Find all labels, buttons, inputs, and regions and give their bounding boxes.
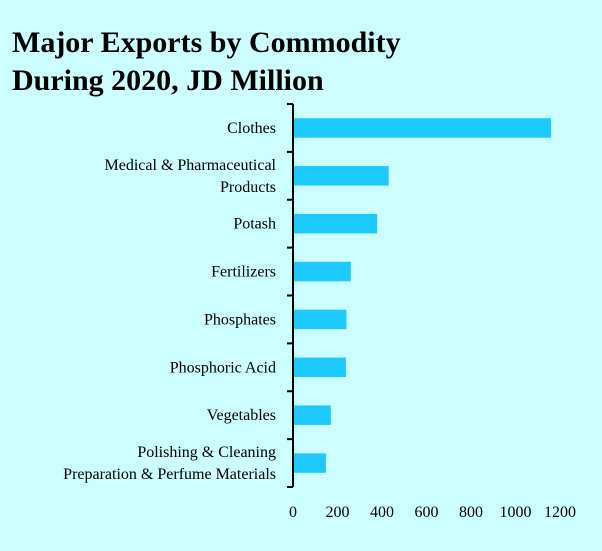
bar-6 bbox=[293, 405, 331, 425]
chart-title-line-2: During 2020, JD Million bbox=[12, 64, 324, 97]
x-tick-label-1: 200 bbox=[326, 504, 350, 521]
chart-title-line-1: Major Exports by Commodity bbox=[12, 26, 401, 59]
x-tick-labels-group: 0 200 400 600 800 1000 1200 bbox=[289, 504, 576, 521]
bar-2 bbox=[293, 213, 378, 234]
category-labels-group: Clothes Medical & Pharmaceutical Products P… bbox=[63, 120, 276, 483]
bar-1 bbox=[293, 166, 389, 186]
category-label-3-line-0: Fertilizers bbox=[211, 264, 276, 281]
x-tick-label-4: 800 bbox=[459, 504, 483, 521]
bar-3 bbox=[293, 261, 351, 282]
category-label-2-line-0: Potash bbox=[233, 216, 276, 233]
bar-7 bbox=[293, 453, 326, 473]
bar-4 bbox=[293, 309, 347, 330]
category-label-4-line-0: Phosphates bbox=[204, 311, 276, 328]
x-tick-label-6: 1200 bbox=[544, 504, 576, 521]
x-tick-label-5: 1000 bbox=[500, 504, 532, 521]
x-tick-label-2: 400 bbox=[370, 504, 394, 521]
x-tick-label-0: 0 bbox=[289, 504, 297, 521]
bars-group bbox=[293, 118, 552, 473]
category-label-5-line-0: Phosphoric Acid bbox=[170, 359, 276, 376]
y-axis-group bbox=[287, 103, 294, 488]
category-label-1-line-0: Medical & Pharmaceutical bbox=[105, 157, 277, 174]
category-label-1-line-1: Products bbox=[220, 179, 276, 196]
bar-0 bbox=[293, 118, 552, 138]
bar-5 bbox=[293, 357, 346, 378]
category-label-7-line-0: Polishing & Cleaning bbox=[137, 444, 276, 461]
x-tick-label-3: 600 bbox=[415, 504, 439, 521]
category-label-0-line-0: Clothes bbox=[227, 120, 276, 137]
category-label-6-line-0: Vegetables bbox=[207, 407, 276, 424]
category-label-7-line-1: Preparation & Perfume Materials bbox=[63, 466, 276, 483]
